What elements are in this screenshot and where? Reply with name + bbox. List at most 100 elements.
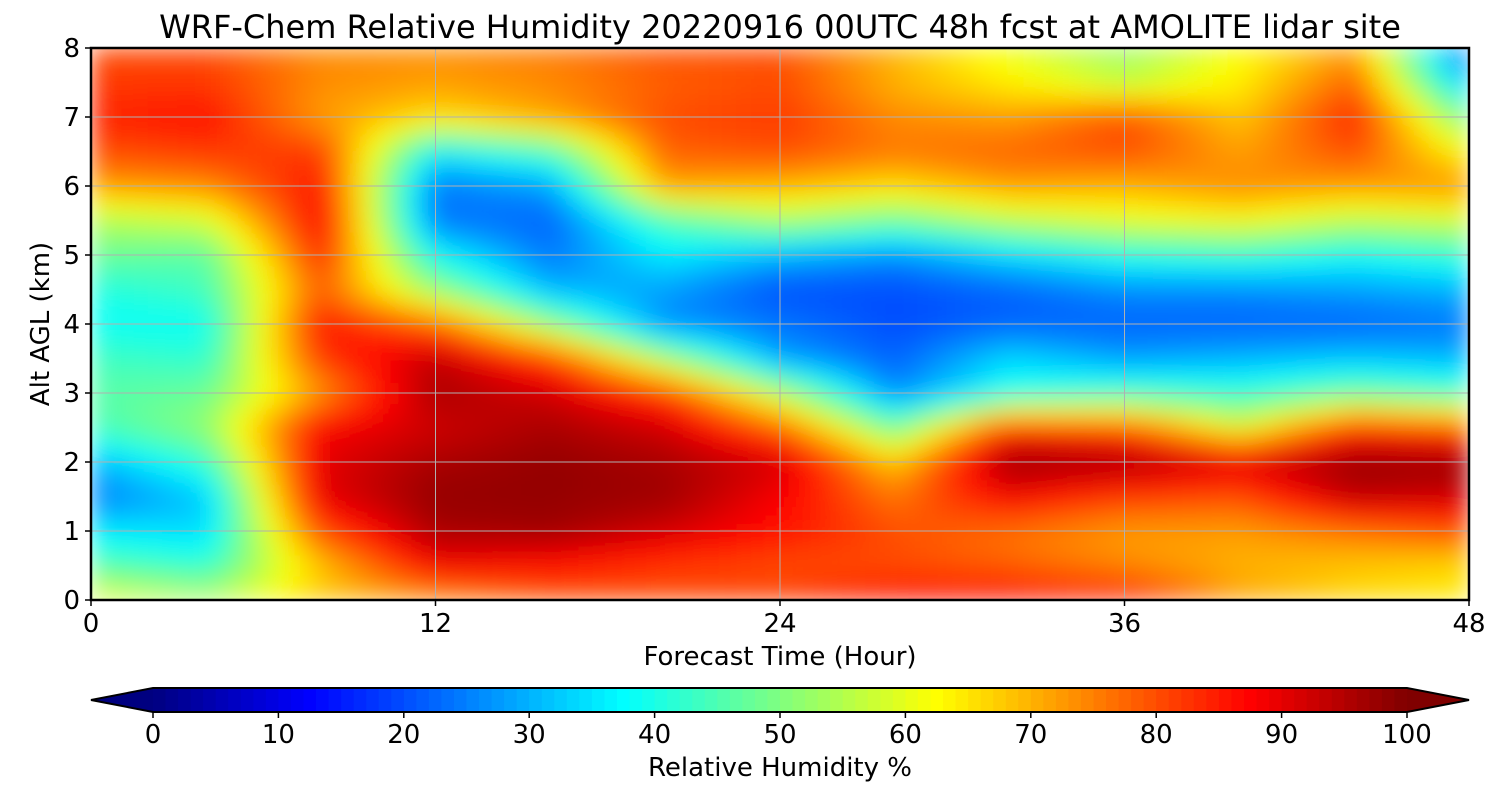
heatmap-cell (808, 312, 824, 325)
heatmap-cell (1023, 519, 1039, 532)
y-tick-label: 7 (63, 103, 80, 133)
heatmap-cell (980, 427, 996, 440)
heatmap-cell (320, 473, 336, 486)
heatmap-cell (1382, 243, 1398, 256)
heatmap-cell (1224, 93, 1240, 106)
heatmap-cell (1009, 70, 1025, 83)
heatmap-cell (664, 335, 681, 348)
heatmap-cell (980, 461, 996, 474)
heatmap-cell (765, 346, 781, 359)
heatmap-cell (1138, 392, 1154, 405)
heatmap-cell (980, 588, 996, 600)
heatmap-cell (966, 415, 982, 428)
colorbar-segment (554, 688, 568, 712)
heatmap-cell (1454, 266, 1469, 279)
heatmap-cell (1310, 82, 1326, 95)
heatmap-cell (162, 519, 178, 532)
heatmap-cell (1253, 220, 1269, 233)
heatmap-cell (1324, 220, 1341, 233)
heatmap-cell (147, 369, 164, 382)
heatmap-cell (779, 312, 795, 325)
heatmap-cell (435, 48, 451, 60)
heatmap-cell (865, 427, 881, 440)
heatmap-cell (1324, 438, 1341, 451)
heatmap-cell (822, 254, 838, 267)
heatmap-cell (449, 461, 465, 474)
heatmap-cell (1224, 392, 1240, 405)
heatmap-cell (707, 415, 724, 428)
heatmap-cell (1310, 289, 1326, 302)
heatmap-cell (564, 369, 580, 382)
heatmap-cell (1009, 93, 1025, 106)
heatmap-cell (1167, 312, 1183, 325)
heatmap-cell (1454, 128, 1469, 141)
heatmap-cell (305, 220, 322, 233)
heatmap-cell (966, 220, 982, 233)
heatmap-cell (635, 358, 652, 371)
heatmap-cell (262, 404, 279, 417)
heatmap-cell (937, 450, 953, 463)
heatmap-cell (1138, 346, 1154, 359)
heatmap-cell (277, 484, 293, 497)
heatmap-cell (435, 484, 451, 497)
heatmap-cell (1454, 553, 1469, 566)
heatmap-cell (836, 266, 853, 279)
heatmap-cell (1296, 415, 1312, 428)
heatmap-cell (865, 450, 881, 463)
heatmap-cell (406, 530, 422, 543)
heatmap-cell (635, 323, 652, 336)
heatmap-cell (205, 174, 221, 187)
heatmap-cell (1310, 128, 1326, 141)
heatmap-cell (549, 542, 566, 555)
heatmap-cell (420, 220, 436, 233)
heatmap-cell (679, 128, 695, 141)
heatmap-cell (1167, 565, 1183, 578)
heatmap-cell (1052, 93, 1068, 106)
heatmap-cell (420, 335, 436, 348)
heatmap-cell (1023, 105, 1039, 118)
heatmap-cell (1023, 392, 1039, 405)
heatmap-cell (205, 369, 221, 382)
heatmap-cell (291, 484, 307, 497)
heatmap-cell (176, 93, 192, 106)
heatmap-cell (219, 346, 236, 359)
heatmap-cell (1009, 312, 1025, 325)
heatmap-cell (1210, 438, 1226, 451)
heatmap-cell (1095, 415, 1111, 428)
heatmap-cell (1152, 93, 1169, 106)
heatmap-cell (162, 381, 178, 394)
heatmap-cell (578, 346, 594, 359)
heatmap-cell (1396, 105, 1413, 118)
heatmap-cell (879, 266, 896, 279)
heatmap-cell (1267, 346, 1283, 359)
heatmap-cell (492, 93, 508, 106)
heatmap-cell (908, 369, 925, 382)
heatmap-cell (1152, 473, 1169, 486)
heatmap-cell (506, 174, 523, 187)
heatmap-cell (535, 105, 551, 118)
heatmap-cell (521, 105, 537, 118)
heatmap-cell (879, 220, 896, 233)
heatmap-cell (1253, 427, 1269, 440)
heatmap-cell (1109, 565, 1125, 578)
heatmap-cell (1281, 162, 1298, 175)
heatmap-cell (765, 48, 781, 60)
heatmap-cell (1138, 231, 1154, 244)
heatmap-cell (1181, 473, 1197, 486)
heatmap-cell (635, 438, 652, 451)
heatmap-cell (219, 381, 236, 394)
heatmap-cell (1411, 174, 1427, 187)
heatmap-cell (750, 358, 767, 371)
heatmap-cell (1425, 404, 1441, 417)
heatmap-cell (1425, 300, 1441, 313)
heatmap-cell (162, 473, 178, 486)
heatmap-cell (650, 174, 666, 187)
heatmap-cell (650, 266, 666, 279)
heatmap-cell (190, 128, 207, 141)
heatmap-cell (549, 369, 566, 382)
heatmap-cell (506, 358, 523, 371)
heatmap-cell (363, 542, 379, 555)
heatmap-cell (951, 496, 968, 509)
heatmap-cell (750, 335, 767, 348)
heatmap-cell (1109, 438, 1125, 451)
